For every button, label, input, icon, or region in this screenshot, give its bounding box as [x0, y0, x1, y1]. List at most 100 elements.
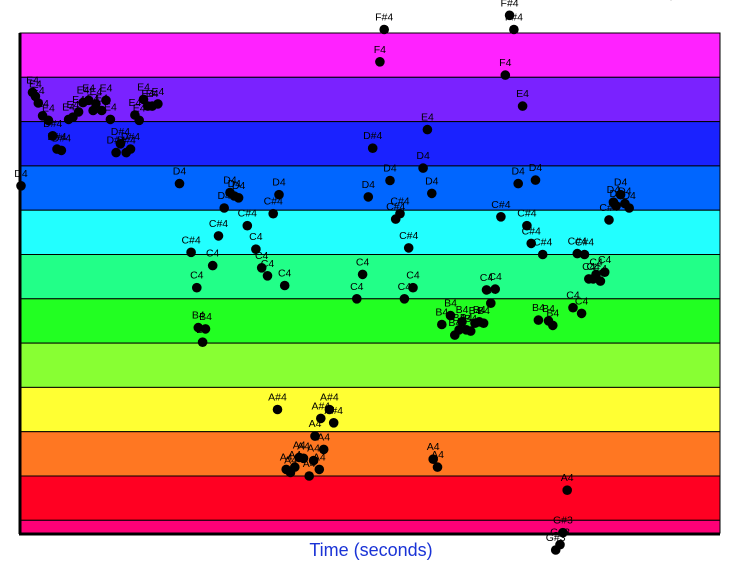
point-label: C#4 [533, 237, 552, 249]
data-point [56, 145, 67, 156]
point-label: C#4 [599, 202, 618, 214]
point-label: C4 [598, 254, 612, 266]
point-label: D4 [425, 175, 439, 187]
data-point [418, 163, 428, 173]
data-point [316, 413, 326, 424]
point-label: E4 [89, 86, 102, 98]
data-point [16, 181, 26, 191]
data-point [111, 147, 121, 158]
data-point [363, 192, 374, 202]
data-point [486, 298, 496, 309]
point-label: D4 [383, 163, 397, 175]
point-label: E4 [421, 112, 434, 124]
data-point [428, 454, 439, 465]
point-label: B4 [196, 324, 209, 336]
data-point [367, 143, 378, 153]
point-label: E4 [62, 101, 75, 113]
point-label: A4 [284, 455, 297, 467]
axes [18, 33, 720, 536]
data-point [432, 462, 443, 472]
point-label: B4 [464, 313, 477, 325]
point-label: D4 [511, 166, 525, 178]
point-label: D4 [622, 190, 636, 202]
point-label: C4 [350, 281, 364, 293]
x-axis-label: Time (seconds) [309, 540, 432, 560]
point-label: C4 [594, 263, 608, 275]
point-label: C#4 [575, 237, 594, 249]
data-point [555, 539, 565, 550]
point-label: G#3 [546, 532, 566, 544]
point-label: C#4 [399, 230, 418, 242]
point-label: B4 [477, 305, 490, 317]
point-label: A4 [293, 439, 306, 451]
data-point [533, 315, 544, 325]
data-point [490, 284, 501, 294]
data-point [595, 276, 606, 286]
data-point [314, 464, 325, 475]
point-label: E4 [151, 86, 164, 98]
data-point [611, 201, 621, 211]
point-label: B4 [456, 304, 469, 316]
point-label: B4 [435, 307, 448, 319]
data-point [624, 203, 634, 213]
band-fs4 [19, 76, 721, 123]
point-label: B4 [453, 312, 466, 324]
data-point [33, 98, 44, 108]
point-label: E4 [26, 74, 39, 86]
point-label: C4 [488, 271, 502, 283]
point-label: A4 [313, 451, 326, 463]
data-point [526, 238, 536, 249]
point-label: F#4 [505, 12, 523, 24]
band-a4 [19, 475, 721, 521]
point-label: A#4 [320, 392, 339, 404]
data-point [548, 320, 558, 331]
point-label: A#4 [311, 400, 330, 412]
band-g4 [19, 32, 721, 78]
data-point [604, 215, 614, 225]
data-points [16, 0, 672, 555]
data-point [375, 57, 385, 67]
point-label: E4 [77, 85, 90, 97]
band-as4 [19, 431, 721, 477]
data-point [572, 248, 583, 259]
data-point [357, 269, 368, 280]
data-point [207, 260, 218, 271]
data-point [408, 282, 418, 293]
point-label: C4 [575, 295, 589, 307]
data-point [509, 24, 519, 35]
data-point [47, 131, 58, 141]
point-label: G#3 [550, 527, 570, 539]
point-label: B4 [444, 298, 457, 310]
data-point [385, 175, 395, 186]
data-point [576, 308, 587, 319]
point-label: D#4 [121, 131, 140, 143]
data-point [256, 263, 267, 273]
data-point [101, 95, 111, 106]
band-c4 [19, 342, 721, 388]
data-point [324, 404, 335, 415]
point-label: E4 [133, 102, 146, 114]
data-point [599, 267, 610, 278]
data-point [465, 326, 476, 336]
band-d4 [19, 254, 721, 300]
data-point [558, 527, 568, 538]
point-label: D#4 [106, 135, 125, 147]
point-label: C4 [406, 270, 420, 282]
point-label: B4 [460, 312, 473, 324]
point-label: C#4 [568, 236, 587, 248]
data-point [153, 99, 163, 109]
point-label: C4 [278, 268, 292, 280]
data-point [568, 302, 578, 313]
point-label: E4 [100, 82, 113, 94]
point-label: D4 [217, 190, 231, 202]
point-label: A4 [317, 431, 330, 443]
data-point [517, 101, 528, 111]
point-label: C4 [586, 261, 600, 273]
point-label: G#3 [553, 515, 573, 527]
data-point [579, 249, 590, 260]
point-label: E4 [82, 82, 95, 94]
point-label: E4 [29, 78, 42, 90]
data-point [403, 243, 414, 253]
data-point [197, 337, 208, 348]
